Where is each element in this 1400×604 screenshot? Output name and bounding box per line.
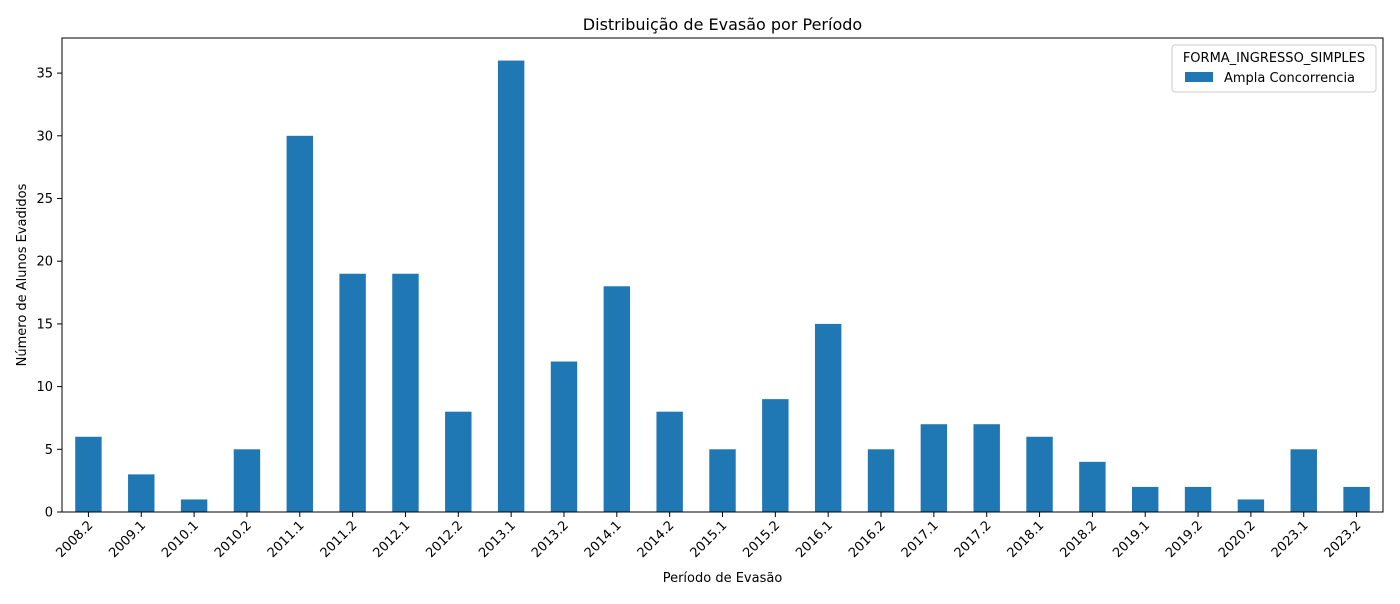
chart-title: Distribuição de Evasão por Período [583, 15, 862, 34]
x-tick-label: 2019.1 [1110, 518, 1153, 561]
bar-2008.2 [75, 436, 102, 512]
bar-2015.2 [762, 399, 789, 512]
bar-2014.1 [603, 286, 631, 512]
x-tick-label: 2023.2 [1322, 518, 1365, 561]
y-tick-label: 20 [36, 255, 53, 270]
x-tick-label: 2018.1 [1005, 518, 1048, 561]
y-tick-label: 5 [45, 443, 53, 458]
bar-2011.1 [286, 135, 313, 512]
x-tick-label: 2018.2 [1057, 518, 1100, 561]
x-tick-label: 2010.1 [159, 518, 202, 561]
bar-2019.1 [1132, 486, 1159, 512]
legend-frame [1171, 44, 1377, 93]
bar-2010.1 [180, 499, 208, 512]
x-tick-label: 2019.2 [1163, 518, 1206, 561]
x-tick-label: 2013.1 [476, 518, 519, 561]
bar-2023.2 [1343, 486, 1370, 512]
bar-2014.2 [656, 411, 683, 512]
y-tick-label: 30 [36, 129, 53, 144]
legend-entry-label: Ampla Concorrencia [1224, 71, 1355, 86]
x-tick-label: 2010.2 [212, 518, 255, 561]
x-tick-label: 2014.2 [635, 518, 678, 561]
x-tick-label: 2020.2 [1216, 518, 1259, 561]
x-tick-label: 2011.1 [265, 518, 308, 561]
bar-2016.1 [814, 323, 842, 512]
y-axis-ticks: 0 5 10 15 20 25 30 35 [36, 67, 62, 521]
legend-title: FORMA_INGRESSO_SIMPLES [1183, 51, 1365, 66]
bar-2018.2 [1079, 461, 1106, 512]
bar-2012.2 [445, 411, 472, 512]
bar-2010.2 [233, 449, 261, 512]
x-tick-label: 2008.2 [53, 518, 96, 561]
x-tick-label: 2012.1 [371, 518, 414, 561]
x-axis-ticks: 2008.2 2009.1 2010.1 2010.2 2011.1 2011.2 2012… [53, 512, 1364, 561]
x-axis-label: Período de Evasão [663, 571, 783, 586]
bar-2020.2 [1237, 499, 1265, 512]
bar-2017.1 [920, 424, 948, 512]
x-tick-label: 2009.1 [106, 518, 149, 561]
y-tick-label: 25 [36, 192, 53, 207]
legend-swatch [1185, 72, 1213, 82]
bar-2013.2 [550, 361, 578, 512]
y-tick-label: 0 [45, 506, 53, 521]
legend: FORMA_INGRESSO_SIMPLES Ampla Concorrenci… [1171, 44, 1377, 93]
x-tick-label: 2011.2 [318, 518, 361, 561]
bar-2013.1 [497, 60, 525, 512]
bar-2019.2 [1184, 486, 1212, 512]
bar-2015.1 [709, 449, 736, 512]
bar-2012.1 [392, 273, 419, 512]
x-tick-label: 2023.1 [1269, 518, 1312, 561]
x-tick-label: 2017.2 [952, 518, 995, 561]
bar-2018.1 [1026, 436, 1053, 512]
bar-2016.2 [867, 449, 895, 512]
x-tick-label: 2012.2 [423, 518, 466, 561]
x-tick-label: 2017.1 [899, 518, 942, 561]
bar-2011.2 [339, 273, 366, 512]
x-tick-label: 2015.2 [740, 518, 783, 561]
y-tick-label: 10 [36, 380, 53, 395]
x-tick-label: 2016.2 [846, 518, 889, 561]
y-axis-label: Número de Alunos Evadidos [15, 183, 30, 366]
bar-2017.2 [973, 424, 1000, 512]
y-tick-label: 15 [36, 317, 53, 332]
bar-2009.1 [128, 474, 155, 512]
bar-2023.1 [1290, 449, 1317, 512]
x-tick-label: 2013.2 [529, 518, 572, 561]
bars-group [75, 60, 1370, 512]
y-tick-label: 35 [36, 67, 53, 82]
x-tick-label: 2016.1 [793, 518, 836, 561]
x-tick-label: 2014.1 [582, 518, 625, 561]
x-tick-label: 2015.1 [688, 518, 731, 561]
plot-frame [61, 37, 1384, 513]
